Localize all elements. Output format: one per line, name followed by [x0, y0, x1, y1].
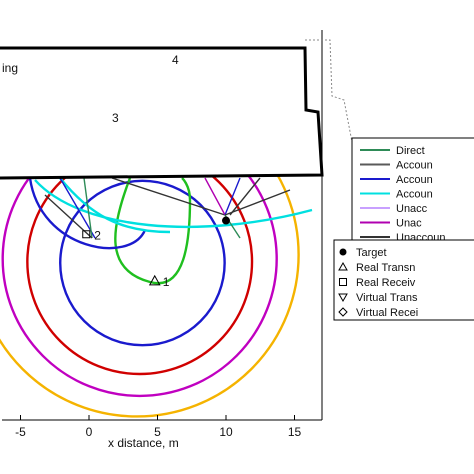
ray-group [34, 177, 313, 239]
wall-dotted-outline [305, 39, 353, 143]
ray-2 [111, 177, 226, 216]
ray-8 [44, 194, 93, 239]
legend-label-3: Accoun [396, 189, 433, 201]
x-tick-label-4: 15 [288, 425, 302, 439]
legend-label-0: Direct [396, 145, 425, 157]
legend-label-2: Accoun [396, 174, 433, 186]
point-2 [82, 230, 91, 239]
annotation-4: 4 [172, 53, 179, 67]
x-ticks: -5 0 5 10 15 [15, 415, 301, 439]
legend-box-lines [351, 137, 474, 243]
legend-marker-1 [338, 261, 348, 271]
x-tick-label-1: 0 [86, 425, 93, 439]
legend-marker-0 [339, 248, 347, 256]
legend-label-1: Accoun [396, 160, 433, 172]
legend-marker-3 [338, 293, 348, 303]
legend-marker-2 [339, 278, 347, 286]
point-1 [148, 274, 161, 286]
building-outline [0, 46, 324, 180]
legend-box-markers [333, 239, 474, 321]
annotation-ing: ing [2, 61, 18, 75]
annotation-3: 3 [112, 111, 119, 125]
legend-label-4: Unacc [396, 203, 428, 215]
ray-cyan [34, 179, 313, 229]
x-axis-label: x distance, m [108, 436, 179, 450]
x-tick-label-0: -5 [15, 425, 26, 439]
point-label-1: 1 [163, 275, 170, 289]
point-target [222, 216, 230, 225]
legend-marker-label-1: Real Transn [356, 262, 415, 274]
ray-5 [229, 177, 261, 216]
ray-0 [59, 177, 96, 239]
points-group: 12 [82, 216, 230, 289]
x-tick-label-3: 10 [219, 425, 233, 439]
legend-marker-label-0: Target [356, 247, 387, 259]
ray-3 [204, 177, 226, 216]
ray-1 [83, 177, 93, 239]
legend-marker-label-2: Real Receiv [356, 277, 416, 289]
point-label-2: 2 [94, 228, 101, 242]
ray-4 [224, 177, 241, 216]
legend-marker-label-4: Virtual Recei [356, 307, 418, 319]
legend-label-5: Unac [396, 218, 422, 230]
contour-green [114, 177, 192, 285]
ray-7 [224, 189, 291, 216]
x-tick-label-2: 5 [154, 425, 161, 439]
ray-cyan-2 [59, 177, 171, 234]
contour-blue-arc [28, 177, 147, 250]
legend-lines: DirectAccounAccounAccounUnaccUnacUnaccou… [360, 145, 446, 244]
legend-marker-label-3: Virtual Trans [356, 292, 418, 304]
contour-blue [59, 179, 226, 347]
legend-markers: Target Real Transn Real Receiv Virtual Tran… [338, 247, 418, 319]
legend-marker-4 [338, 307, 348, 317]
